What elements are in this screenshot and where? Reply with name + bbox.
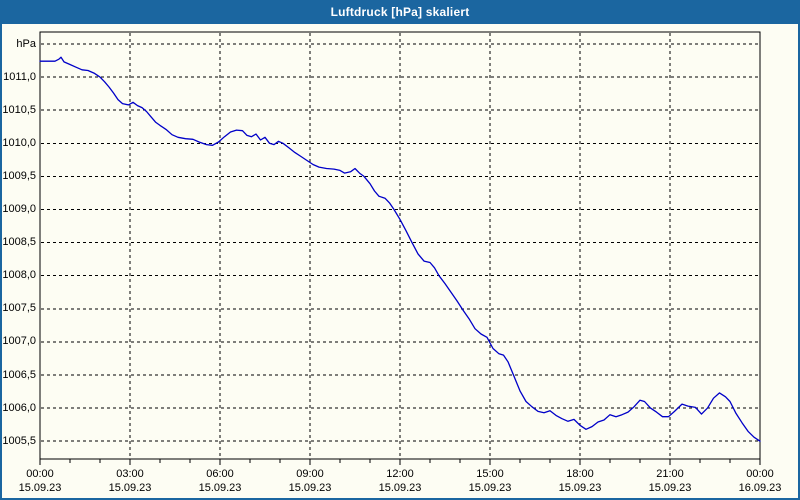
x-tick-time-label: 03:00	[116, 468, 144, 480]
y-tick-label: 1006,0	[2, 401, 36, 414]
y-tick-label: 1008,0	[2, 269, 36, 282]
x-tick-time-label: 06:00	[206, 468, 234, 480]
x-tick-date-label: 15.09.23	[18, 482, 62, 494]
x-tick-time-label: 18:00	[566, 468, 594, 480]
y-tick-label: 1009,0	[2, 203, 36, 215]
x-tick-date-label: 15.09.23	[558, 482, 602, 494]
y-tick-label: 1005,5	[2, 434, 36, 447]
x-tick-date-label: 15.09.23	[378, 482, 422, 494]
y-tick-label: 1008,5	[2, 236, 36, 249]
x-tick-time-label: 00:00	[746, 468, 774, 480]
x-tick-date-label: 15.09.23	[288, 482, 332, 494]
x-tick-time-label: 21:00	[656, 468, 684, 480]
y-tick-label: 1011,0	[3, 70, 36, 83]
x-tick-date-label: 16.09.23	[738, 482, 782, 494]
y-tick-label: 1010,0	[2, 136, 36, 149]
x-tick-time-label: 12:00	[386, 468, 414, 480]
y-tick-label: 1009,5	[2, 169, 36, 182]
y-axis-unit-label: hPa	[16, 37, 36, 50]
window-titlebar: Luftdruck [hPa] skaliert	[2, 2, 798, 24]
x-tick-time-label: 15:00	[476, 468, 504, 480]
x-tick-date-label: 15.09.23	[198, 482, 242, 494]
x-tick-date-label: 15.09.23	[648, 482, 692, 494]
y-tick-label: 1010,5	[2, 103, 36, 116]
x-tick-time-label: 00:00	[26, 468, 54, 480]
x-tick-time-label: 09:00	[296, 468, 324, 480]
y-tick-label: 1007,5	[2, 302, 36, 315]
window-title: Luftdruck [hPa] skaliert	[330, 5, 470, 19]
y-tick-label: 1006,5	[2, 368, 36, 381]
y-tick-label: 1007,0	[2, 335, 36, 348]
pressure-series-line	[39, 56, 761, 442]
x-tick-date-label: 15.09.23	[468, 482, 512, 494]
x-tick-date-label: 15.09.23	[108, 482, 152, 494]
